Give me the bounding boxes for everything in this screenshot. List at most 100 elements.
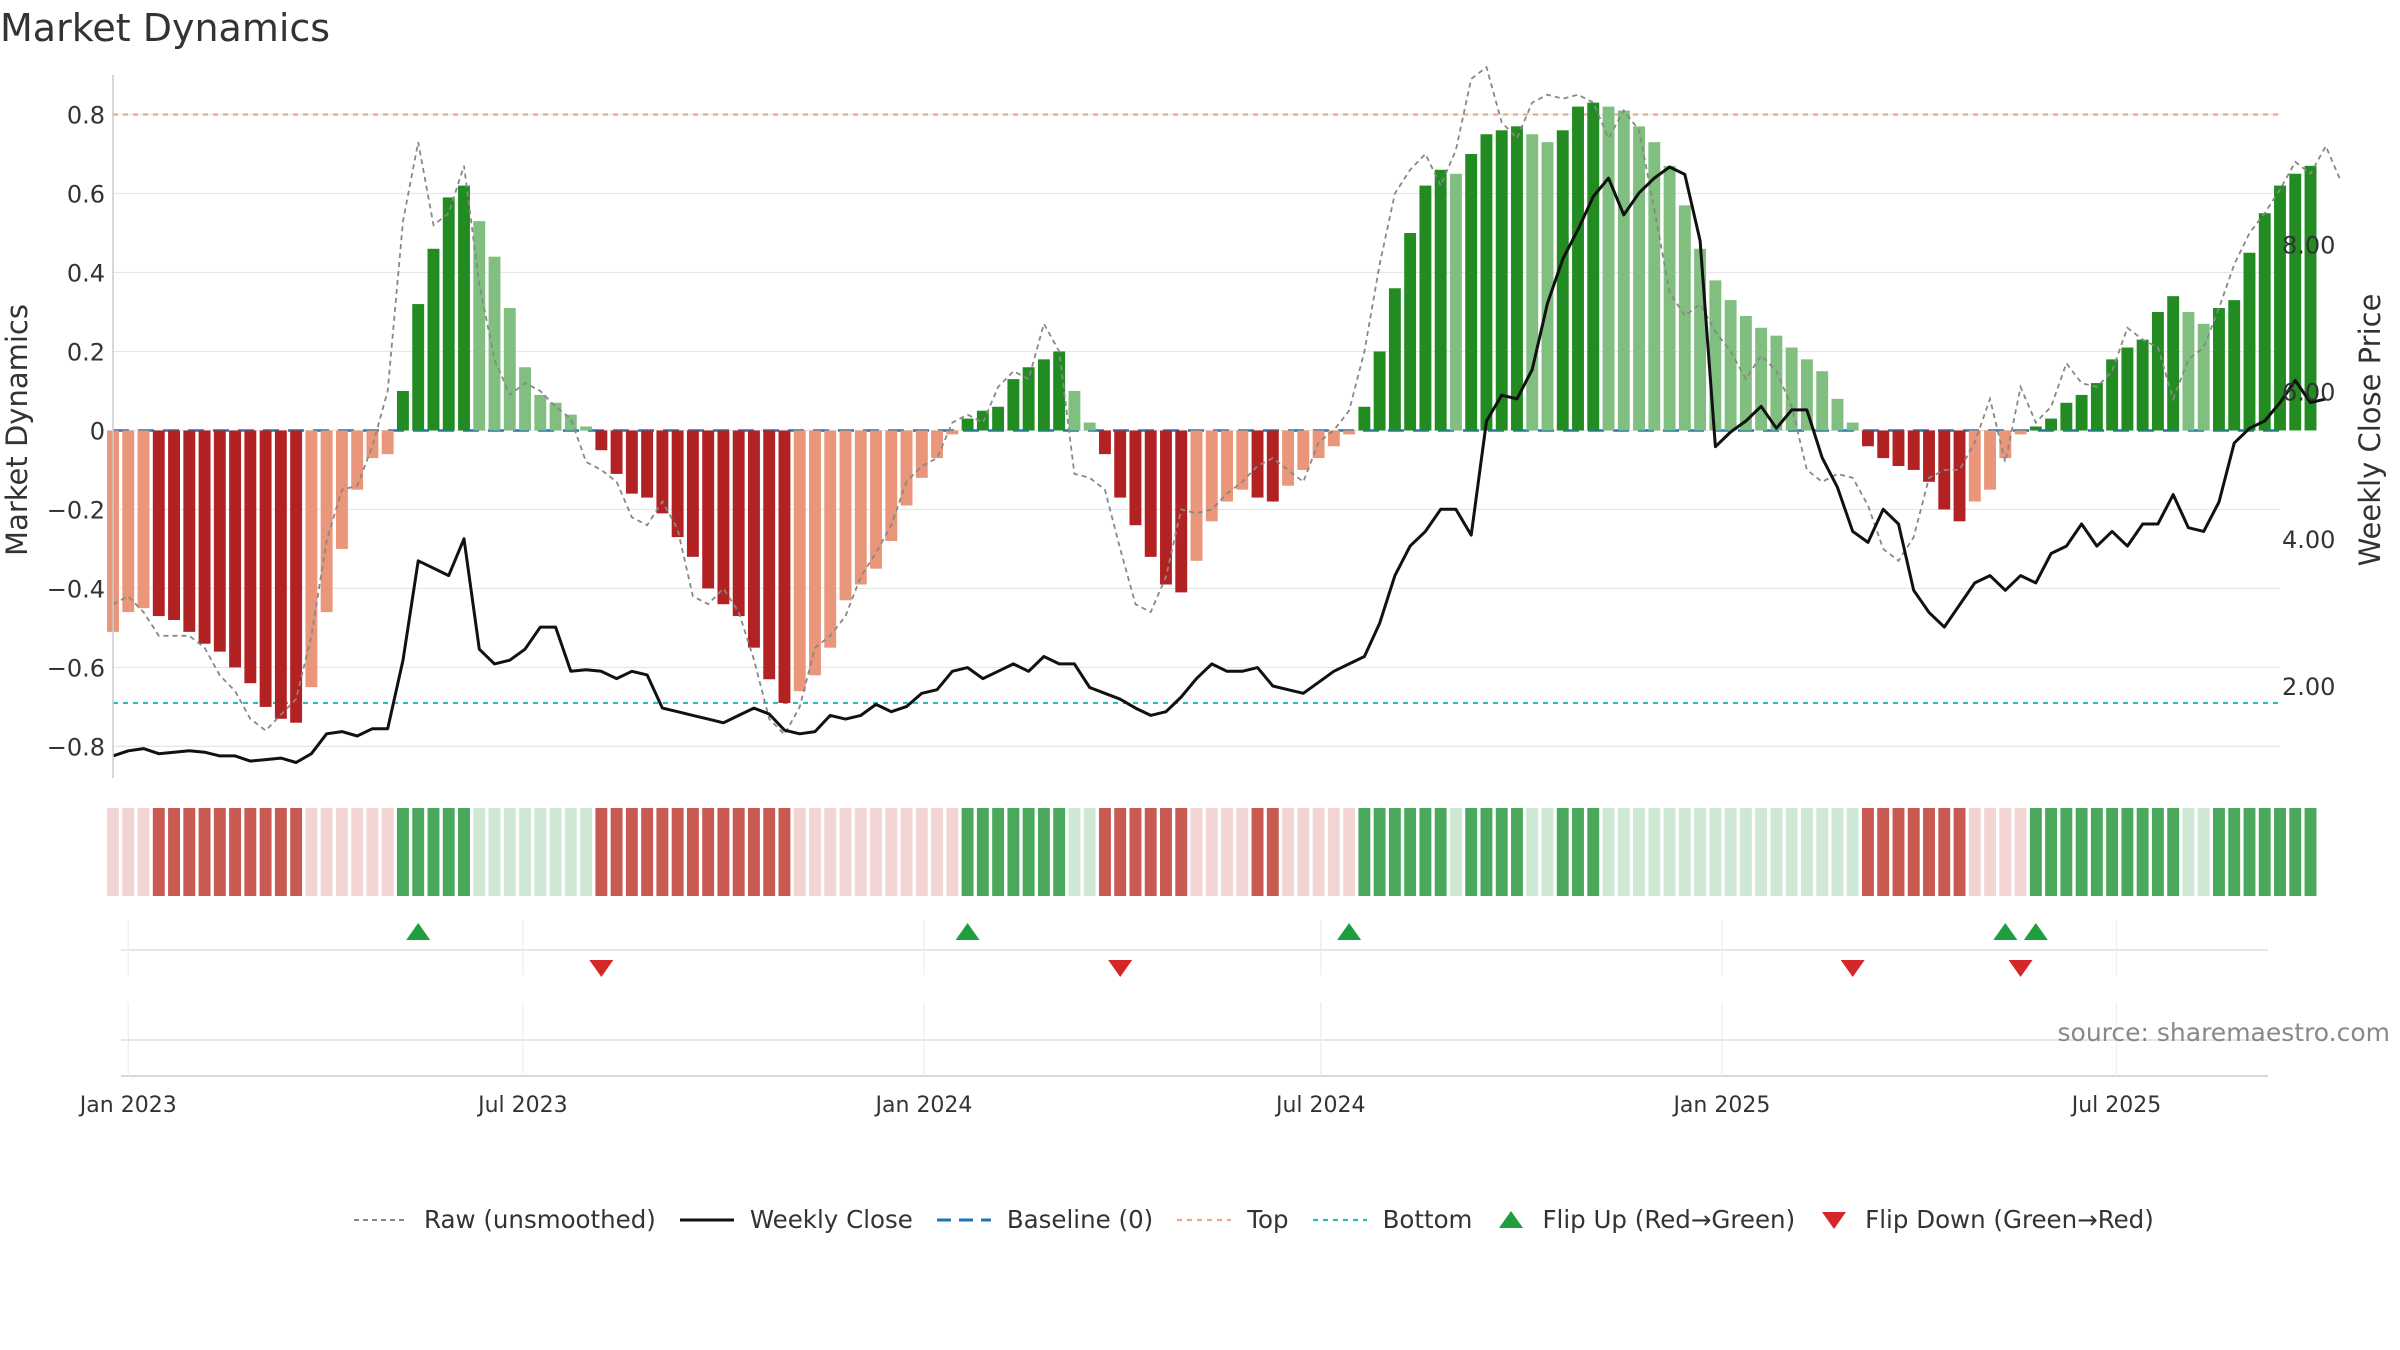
x-tick-label: Jan 2023 (78, 1093, 177, 1118)
dynamics-bar (381, 430, 394, 455)
regime-cell (976, 808, 989, 896)
flip-up-marker (2023, 923, 2048, 940)
dynamics-bar (946, 430, 959, 435)
legend: Raw (unsmoothed) Weekly Close Baseline (0)… (352, 1205, 2176, 1234)
flip-down-marker (1108, 960, 1133, 977)
dynamics-bar (1404, 232, 1417, 431)
dynamics-bar (793, 430, 806, 692)
regime-cell (1816, 808, 1829, 896)
regime-cell (1724, 808, 1737, 896)
regime-cell (595, 808, 608, 896)
regime-cell (1007, 808, 1020, 896)
dynamics-bar (2075, 394, 2088, 431)
regime-cell (1205, 808, 1218, 896)
regime-cell (213, 808, 226, 896)
regime-cell (1541, 808, 1554, 896)
regime-cell (1419, 808, 1432, 896)
dynamics-bar (183, 430, 196, 632)
regime-cell (396, 808, 409, 896)
dynamics-bar (1556, 130, 1569, 431)
regime-cell (1480, 808, 1493, 896)
regime-cell (2258, 808, 2271, 896)
dynamics-bar (1449, 173, 1462, 431)
regime-cell (915, 808, 928, 896)
regime-cell (2213, 808, 2225, 896)
regime-cell (1373, 808, 1386, 896)
dynamics-bar (2197, 323, 2210, 431)
dynamics-bar (1816, 371, 1829, 431)
regime-cell (305, 808, 318, 896)
dynamics-bar (1541, 142, 1554, 431)
regime-cell (1602, 808, 1615, 896)
dynamics-bar (747, 430, 760, 648)
regime-cell (1617, 808, 1630, 896)
dynamics-bar (580, 426, 593, 431)
dynamics-bar (2274, 185, 2286, 431)
regime-cell (717, 808, 730, 896)
regime-cell (519, 808, 531, 896)
regime-cell (1465, 808, 1478, 896)
dynamics-bar (534, 394, 547, 431)
y-tick-label-left: −0.4 (47, 575, 105, 603)
dynamics-bar (2167, 296, 2180, 431)
dynamics-bar (1800, 359, 1813, 431)
axes: −0.8 −0.6 −0.4 −0.2 0 0.2 0.4 0.6 0.8 2.00 4.00 6.0… (47, 75, 2335, 778)
flip-down-legend-swatch (1822, 1211, 1847, 1229)
regime-cell (335, 808, 348, 896)
regime-cell (671, 808, 684, 896)
dynamics-bar (213, 430, 226, 652)
regime-cell (1755, 808, 1768, 896)
dynamics-bar (1480, 134, 1493, 431)
dynamics-bar (412, 304, 425, 431)
regime-cell (2182, 808, 2195, 896)
dynamics-bar (564, 414, 577, 431)
regime-cell (1022, 808, 1035, 896)
y-tick-label-right: 8.00 (2282, 231, 2335, 259)
regime-cell (1312, 808, 1325, 896)
regime-cell (1129, 808, 1142, 896)
regime-cell (1587, 808, 1600, 896)
regime-cell (747, 808, 760, 896)
y-tick-label-right: 4.00 (2282, 526, 2335, 554)
regime-cell (1266, 808, 1279, 896)
dynamics-bar (1770, 335, 1783, 431)
dynamics-bar (1648, 142, 1661, 431)
regime-cell (1343, 808, 1356, 896)
dynamics-bar (1007, 379, 1020, 431)
regime-cell (763, 808, 776, 896)
dynamics-bar (320, 430, 333, 613)
regime-cell (2304, 808, 2317, 896)
dynamics-bar (1190, 430, 1203, 561)
dynamics-bar (2121, 347, 2134, 431)
regime-cell (1404, 808, 1417, 896)
x-tick-label: Jul 2025 (2070, 1093, 2162, 1118)
dynamics-bar (1053, 351, 1066, 431)
regime-cell (183, 808, 196, 896)
dynamics-bar (1175, 430, 1188, 593)
dynamics-bar (1587, 102, 1600, 431)
regime-cell (1572, 808, 1584, 896)
regime-cell (732, 808, 745, 896)
regime-cell (656, 808, 669, 896)
legend-item-bottom: Bottom (1311, 1205, 1472, 1234)
regime-strip (107, 808, 2317, 896)
regime-cell (854, 808, 867, 896)
dynamics-bar (2151, 311, 2164, 431)
regime-cell (1434, 808, 1447, 896)
regime-cell (2167, 808, 2180, 896)
dynamics-bar (1907, 430, 1920, 470)
raw-unsmoothed-line (112, 65, 2342, 737)
dynamics-bar (503, 308, 516, 431)
dynamics-bar (351, 430, 364, 490)
regime-cell (702, 808, 715, 896)
dynamics-bar (458, 185, 470, 431)
dynamics-bar (1205, 430, 1218, 522)
regime-cell (122, 808, 135, 896)
dynamics-bar (1999, 430, 2012, 459)
close-legend-swatch (679, 1218, 734, 1221)
legend-item-raw: Raw (unsmoothed) (352, 1205, 656, 1234)
dynamics-bar (763, 430, 776, 680)
regime-cell (641, 808, 654, 896)
dynamics-bar (1465, 153, 1478, 431)
regime-cell (549, 808, 562, 896)
